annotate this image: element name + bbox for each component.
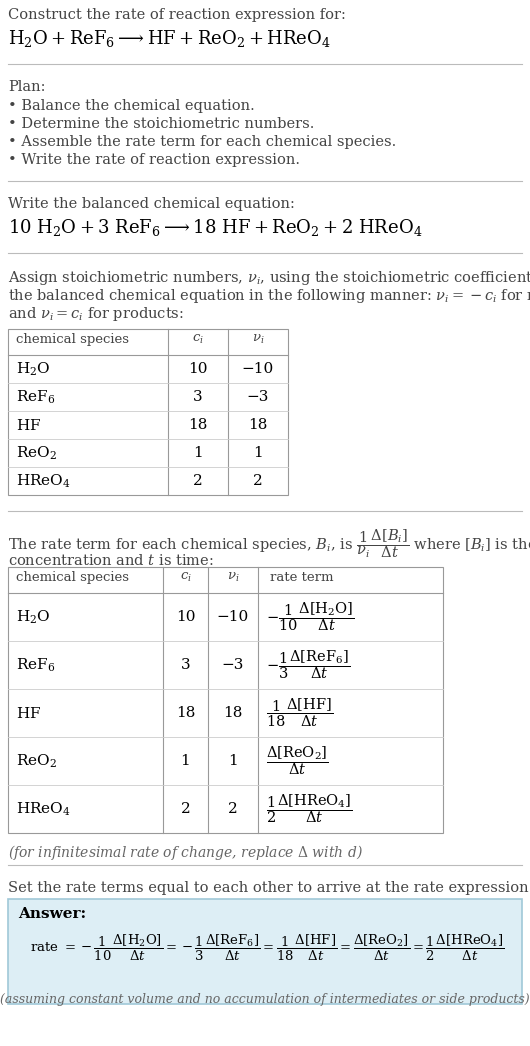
Text: $\mathrm{H_2O}$: $\mathrm{H_2O}$ xyxy=(16,360,50,378)
Text: Set the rate terms equal to each other to arrive at the rate expression:: Set the rate terms equal to each other t… xyxy=(8,881,530,895)
Text: $\dfrac{1}{2}\dfrac{\Delta[\mathrm{HReO_4}]}{\Delta t}$: $\dfrac{1}{2}\dfrac{\Delta[\mathrm{HReO_… xyxy=(266,793,352,825)
Text: • Determine the stoichiometric numbers.: • Determine the stoichiometric numbers. xyxy=(8,117,314,131)
Text: $\mathrm{HF}$: $\mathrm{HF}$ xyxy=(16,417,41,432)
Text: $c_i$: $c_i$ xyxy=(180,571,191,584)
Text: $\mathrm{HReO_4}$: $\mathrm{HReO_4}$ xyxy=(16,473,70,490)
Text: $\mathrm{ReO_2}$: $\mathrm{ReO_2}$ xyxy=(16,445,57,461)
Bar xyxy=(8,329,288,495)
Text: −10: −10 xyxy=(242,362,274,376)
Text: −10: −10 xyxy=(217,610,249,624)
Text: $\mathrm{ReO_2}$: $\mathrm{ReO_2}$ xyxy=(16,752,57,770)
Text: $\mathrm{HReO_4}$: $\mathrm{HReO_4}$ xyxy=(16,800,70,818)
Text: 18: 18 xyxy=(249,418,268,432)
Text: 2: 2 xyxy=(181,802,190,816)
Text: 18: 18 xyxy=(223,706,243,720)
Text: Plan:: Plan: xyxy=(8,79,46,94)
Text: 2: 2 xyxy=(228,802,238,816)
Text: The rate term for each chemical species, $B_i$, is $\dfrac{1}{\nu_i}\dfrac{\Delt: The rate term for each chemical species,… xyxy=(8,527,530,560)
Text: • Assemble the rate term for each chemical species.: • Assemble the rate term for each chemic… xyxy=(8,135,396,149)
Text: 2: 2 xyxy=(253,474,263,488)
Text: −3: −3 xyxy=(247,390,269,404)
Text: $\nu_i$: $\nu_i$ xyxy=(252,333,264,346)
Text: Answer:: Answer: xyxy=(18,907,86,920)
Text: rate term: rate term xyxy=(270,571,333,584)
Text: (for infinitesimal rate of change, replace $\Delta$ with $d$): (for infinitesimal rate of change, repla… xyxy=(8,843,363,862)
Text: 2: 2 xyxy=(193,474,203,488)
Text: 10: 10 xyxy=(176,610,195,624)
Text: the balanced chemical equation in the following manner: $\nu_i = -c_i$ for react: the balanced chemical equation in the fo… xyxy=(8,287,530,305)
Text: $\mathrm{ReF_6}$: $\mathrm{ReF_6}$ xyxy=(16,656,55,674)
Text: • Write the rate of reaction expression.: • Write the rate of reaction expression. xyxy=(8,153,300,167)
Text: $\mathrm{H_2O}$: $\mathrm{H_2O}$ xyxy=(16,609,50,626)
Text: −3: −3 xyxy=(222,658,244,672)
Text: Construct the rate of reaction expression for:: Construct the rate of reaction expressio… xyxy=(8,8,346,22)
Text: $\dfrac{1}{18}\dfrac{\Delta[\mathrm{HF}]}{\Delta t}$: $\dfrac{1}{18}\dfrac{\Delta[\mathrm{HF}]… xyxy=(266,697,333,729)
Text: concentration and $t$ is time:: concentration and $t$ is time: xyxy=(8,553,214,568)
Text: 1: 1 xyxy=(253,446,263,460)
Text: • Balance the chemical equation.: • Balance the chemical equation. xyxy=(8,99,255,113)
Text: $\dfrac{\Delta[\mathrm{ReO_2}]}{\Delta t}$: $\dfrac{\Delta[\mathrm{ReO_2}]}{\Delta t… xyxy=(266,745,329,777)
Text: 18: 18 xyxy=(188,418,208,432)
Text: and $\nu_i = c_i$ for products:: and $\nu_i = c_i$ for products: xyxy=(8,305,184,323)
Text: 1: 1 xyxy=(228,754,238,768)
Text: (assuming constant volume and no accumulation of intermediates or side products): (assuming constant volume and no accumul… xyxy=(0,993,530,1006)
Text: Assign stoichiometric numbers, $\nu_i$, using the stoichiometric coefficients, $: Assign stoichiometric numbers, $\nu_i$, … xyxy=(8,269,530,287)
Text: 1: 1 xyxy=(181,754,190,768)
FancyBboxPatch shape xyxy=(8,899,522,1004)
Text: $-\dfrac{1}{3}\dfrac{\Delta[\mathrm{ReF_6}]}{\Delta t}$: $-\dfrac{1}{3}\dfrac{\Delta[\mathrm{ReF_… xyxy=(266,649,350,682)
Text: 1: 1 xyxy=(193,446,203,460)
Text: $\mathrm{10\ H_2O + 3\ ReF_6 \longrightarrow 18\ HF + ReO_2 + 2\ HReO_4}$: $\mathrm{10\ H_2O + 3\ ReF_6 \longrighta… xyxy=(8,217,422,238)
Text: 3: 3 xyxy=(181,658,190,672)
Text: 3: 3 xyxy=(193,390,203,404)
Text: $\mathrm{HF}$: $\mathrm{HF}$ xyxy=(16,705,41,721)
Text: $\nu_i$: $\nu_i$ xyxy=(227,571,239,584)
Text: $-\dfrac{1}{10}\dfrac{\Delta[\mathrm{H_2O}]}{\Delta t}$: $-\dfrac{1}{10}\dfrac{\Delta[\mathrm{H_2… xyxy=(266,600,355,634)
Text: 18: 18 xyxy=(176,706,195,720)
Text: $\mathrm{ReF_6}$: $\mathrm{ReF_6}$ xyxy=(16,388,55,406)
Text: $\mathrm{H_2O + ReF_6 \longrightarrow HF + ReO_2 + HReO_4}$: $\mathrm{H_2O + ReF_6 \longrightarrow HF… xyxy=(8,28,331,49)
Text: $c_i$: $c_i$ xyxy=(192,333,204,346)
Text: Write the balanced chemical equation:: Write the balanced chemical equation: xyxy=(8,197,295,211)
Bar xyxy=(8,567,443,833)
Text: chemical species: chemical species xyxy=(16,333,129,346)
Text: rate $= -\dfrac{1}{10}\dfrac{\Delta[\mathrm{H_2O}]}{\Delta t} = -\dfrac{1}{3}\df: rate $= -\dfrac{1}{10}\dfrac{\Delta[\mat… xyxy=(30,933,505,963)
Text: chemical species: chemical species xyxy=(16,571,129,584)
Text: 10: 10 xyxy=(188,362,208,376)
